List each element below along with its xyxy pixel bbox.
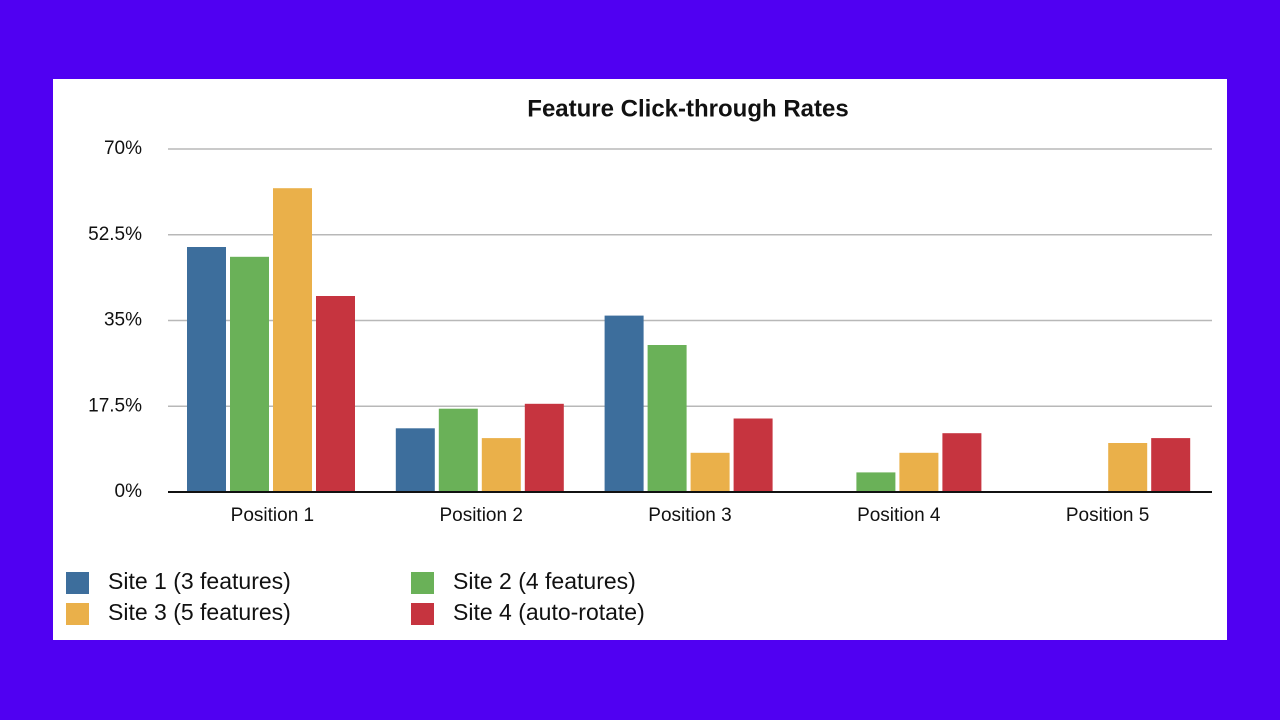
x-tick-label: Position 3 — [648, 505, 731, 526]
bar — [942, 433, 982, 492]
bar — [438, 408, 478, 492]
bar — [1151, 438, 1191, 492]
x-tick-label: Position 4 — [857, 505, 941, 526]
chart-title: Feature Click-through Rates — [527, 95, 848, 122]
bar — [316, 296, 355, 492]
x-tick-label: Position 5 — [1066, 505, 1149, 526]
bar — [647, 345, 687, 492]
y-tick-label: 0% — [115, 481, 143, 502]
bar — [604, 315, 644, 492]
y-tick-label: 70% — [104, 138, 142, 159]
y-tick-label: 52.5% — [88, 224, 142, 245]
legend-label: Site 3 (5 features) — [108, 599, 291, 625]
y-tick-label: 17.5% — [88, 395, 142, 416]
legend-swatch — [411, 572, 434, 594]
x-tick-label: Position 1 — [231, 505, 314, 526]
bar — [733, 418, 773, 492]
legend-label: Site 1 (3 features) — [108, 568, 291, 594]
bar — [524, 403, 564, 492]
legend-swatch — [66, 572, 89, 594]
bar — [690, 452, 730, 492]
bar — [187, 247, 226, 492]
legend-label: Site 4 (auto-rotate) — [453, 599, 645, 625]
bar — [1108, 443, 1148, 492]
bar — [395, 428, 435, 492]
bar — [273, 188, 312, 492]
bar — [230, 256, 269, 492]
y-tick-label: 35% — [104, 310, 142, 331]
legend-label: Site 2 (4 features) — [453, 568, 636, 594]
legend-swatch — [66, 603, 89, 625]
bar — [899, 452, 939, 492]
bar — [481, 438, 521, 492]
bar — [856, 472, 896, 492]
x-tick-label: Position 2 — [439, 505, 522, 526]
legend-swatch — [411, 603, 434, 625]
